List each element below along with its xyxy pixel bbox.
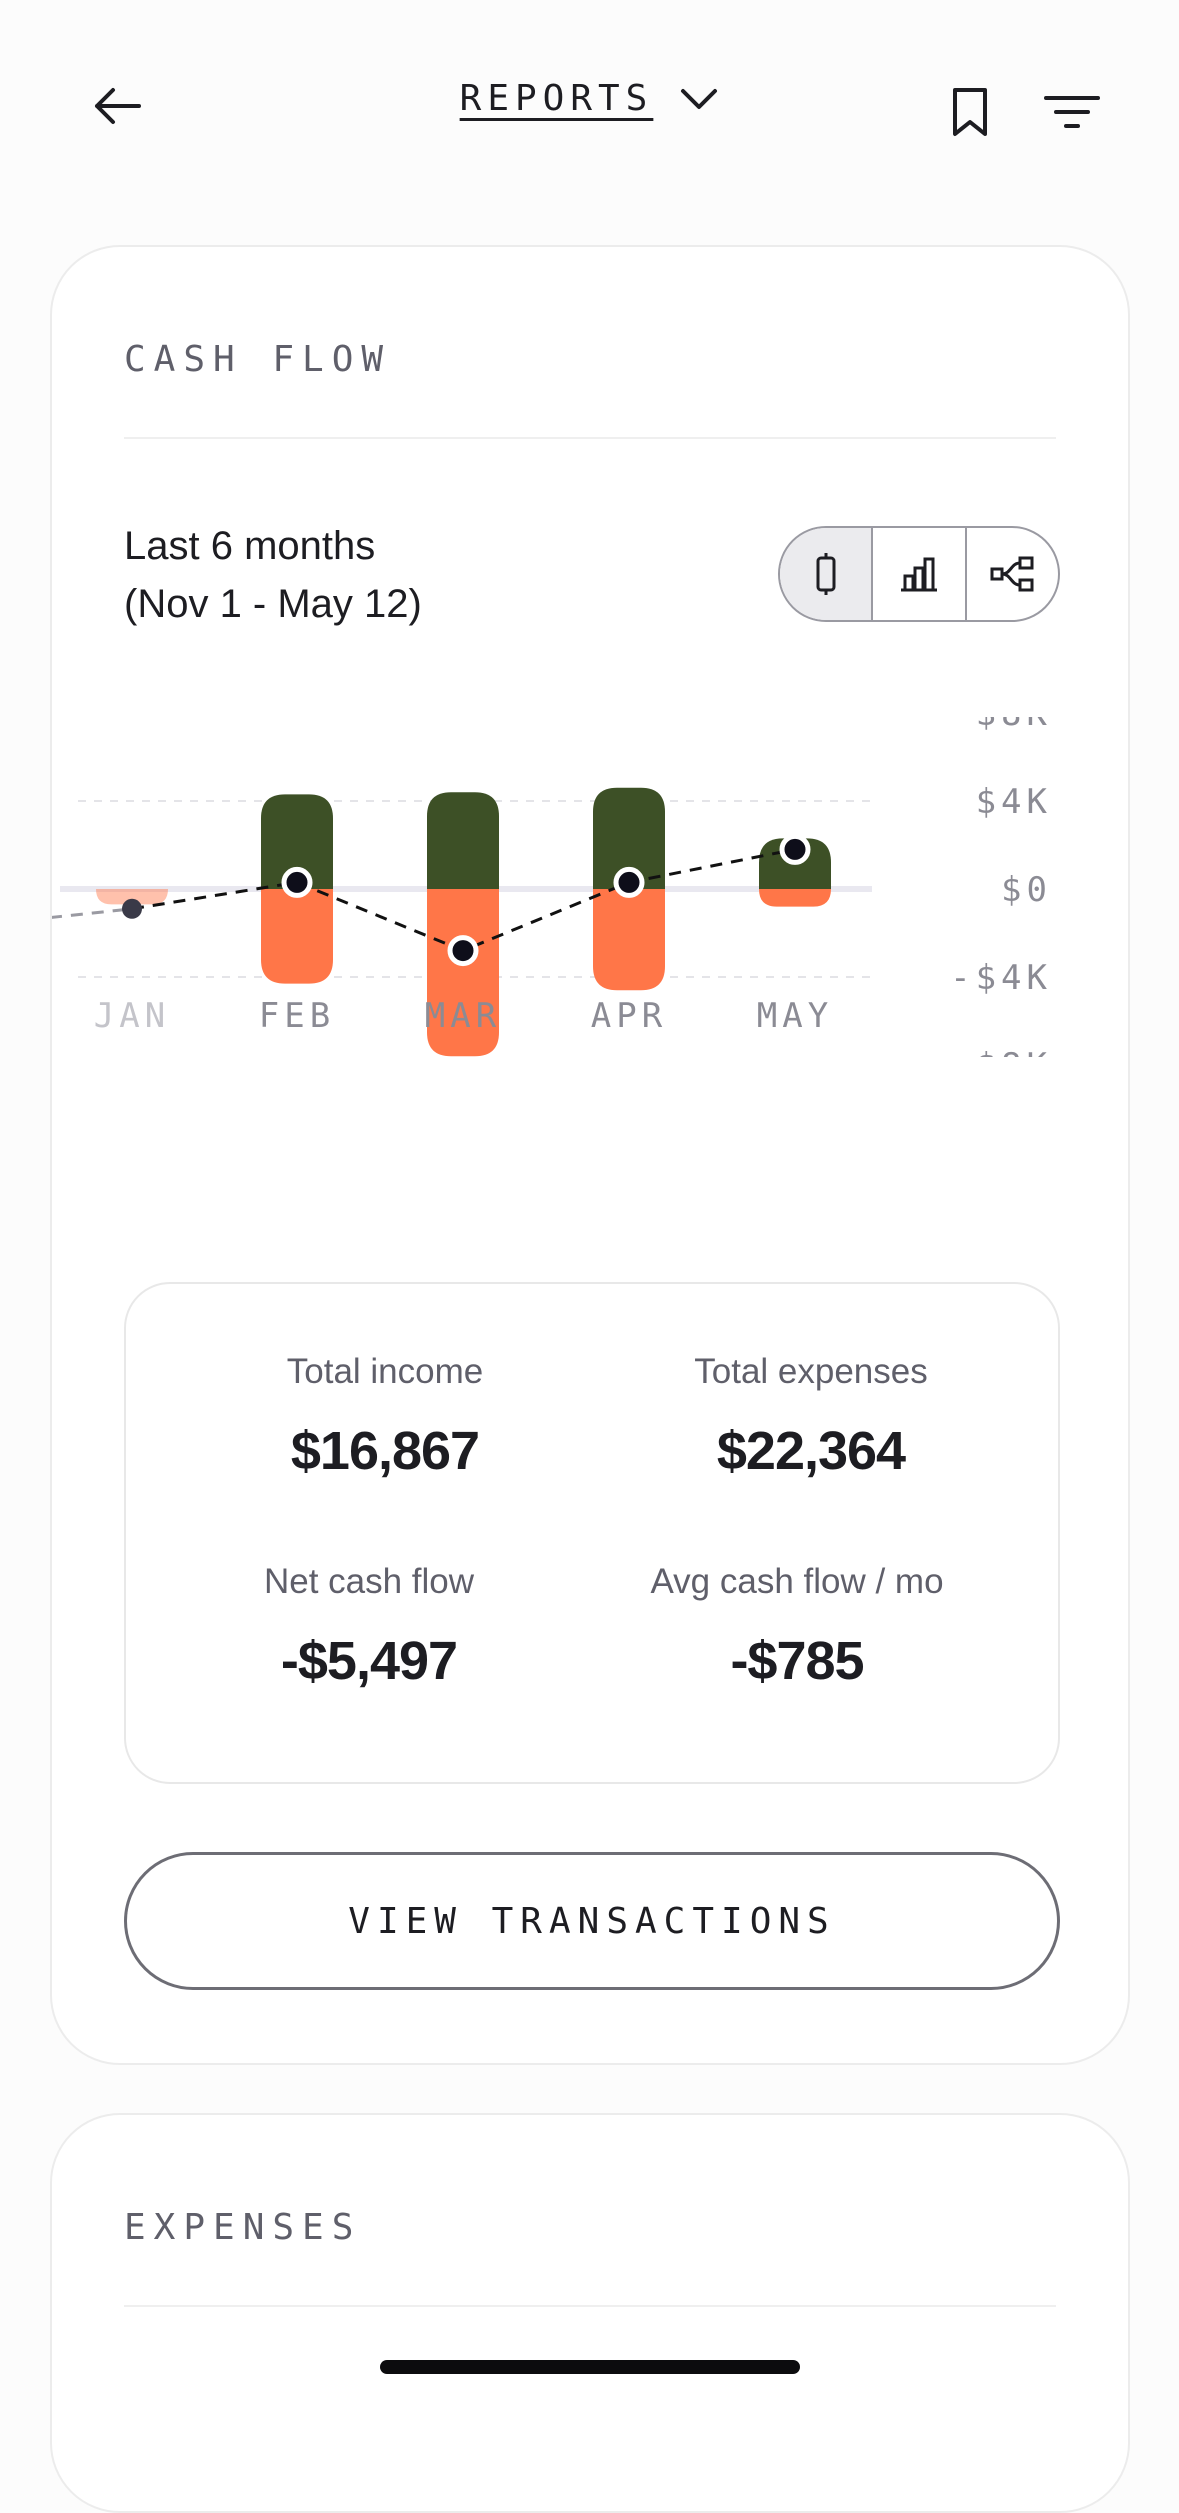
section-label: CASH FLOW (124, 339, 392, 380)
y-tick-label: $8K (976, 717, 1052, 734)
cash-flow-card: CASH FLOW Last 6 months (Nov 1 - May 12) (50, 245, 1130, 2065)
net-point[interactable] (281, 866, 313, 898)
home-indicator (380, 2360, 800, 2374)
stat-value: -$785 (730, 1631, 864, 1691)
date-range-label: Last 6 months (124, 524, 376, 568)
x-tick-label: JAN (94, 996, 170, 1036)
expense-bar[interactable] (759, 889, 831, 907)
toggle-sankey[interactable] (967, 528, 1058, 620)
total-income-stat: Total income $16,867 (170, 1352, 600, 1482)
stat-label: Total expenses (694, 1352, 928, 1391)
toggle-bar-chart[interactable] (873, 528, 967, 620)
date-range-dates: (Nov 1 - May 12) (124, 582, 422, 626)
x-tick-label: APR (591, 996, 667, 1036)
y-tick-label: $0 (1001, 870, 1052, 910)
reports-dropdown[interactable]: REPORTS (0, 78, 1179, 119)
net-cash-flow-line (52, 833, 811, 967)
expense-bar[interactable] (96, 889, 168, 905)
chart-bars (96, 787, 831, 1057)
top-bar: REPORTS (0, 0, 1179, 200)
stat-value: $22,364 (716, 1421, 906, 1481)
stat-value: $16,867 (290, 1421, 480, 1481)
net-cash-flow-stat: Net cash flow -$5,497 (154, 1562, 584, 1692)
section-label: EXPENSES (124, 2207, 362, 2248)
sankey-flow-icon (990, 556, 1034, 592)
y-tick-label: -$4K (950, 958, 1052, 998)
total-expenses-stat: Total expenses $22,364 (596, 1352, 1026, 1482)
date-range: Last 6 months (Nov 1 - May 12) (124, 517, 422, 633)
x-tick-label: FEB (259, 996, 335, 1036)
net-line-lead (52, 907, 133, 919)
expense-bar[interactable] (261, 889, 333, 984)
cash-flow-summary: Total income $16,867 Total expenses $22,… (124, 1282, 1060, 1784)
y-tick-label: -$8K (950, 1046, 1052, 1057)
expenses-card: EXPENSES (50, 2113, 1130, 2513)
net-point[interactable] (613, 866, 645, 898)
chevron-down-icon (681, 88, 718, 109)
stat-label: Total income (286, 1352, 484, 1391)
expense-bar[interactable] (593, 889, 665, 991)
income-bar[interactable] (261, 794, 333, 889)
x-tick-label: MAR (425, 996, 501, 1036)
avg-cash-flow-stat: Avg cash flow / mo -$785 (582, 1562, 1012, 1692)
arrow-left-icon (95, 88, 141, 124)
y-tick-label: $4K (976, 782, 1052, 822)
view-transactions-button[interactable]: VIEW TRANSACTIONS (124, 1852, 1060, 1990)
cash-flow-chart: $8K $4K $0 -$4K -$8K JAN FEB MAR APR MAY (52, 717, 1052, 1057)
net-point[interactable] (447, 935, 479, 967)
expense-bar[interactable] (427, 889, 499, 1057)
bar-chart-icon (900, 557, 937, 592)
divider (124, 437, 1056, 439)
divider (124, 2305, 1056, 2307)
chart-labels: $8K $4K $0 -$4K -$8K JAN FEB MAR APR MAY (94, 717, 1052, 1057)
net-point[interactable] (122, 898, 142, 919)
chart-type-toggle (778, 526, 1060, 622)
stat-label: Avg cash flow / mo (650, 1562, 944, 1601)
bookmark-button[interactable] (938, 80, 1002, 144)
page-title: REPORTS (459, 78, 654, 119)
back-button[interactable] (82, 76, 152, 136)
stat-value: -$5,497 (280, 1631, 458, 1691)
filter-button[interactable] (1040, 80, 1104, 144)
filter-icon (1044, 96, 1100, 128)
cash-flow-bars-icon (816, 553, 836, 595)
stat-label: Net cash flow (263, 1562, 475, 1601)
bookmark-icon (953, 88, 987, 136)
x-tick-label: MAY (757, 996, 833, 1036)
net-point[interactable] (779, 833, 811, 865)
income-bar[interactable] (593, 787, 665, 889)
income-bar[interactable] (427, 792, 499, 889)
toggle-cash-flow-bars[interactable] (780, 528, 874, 620)
